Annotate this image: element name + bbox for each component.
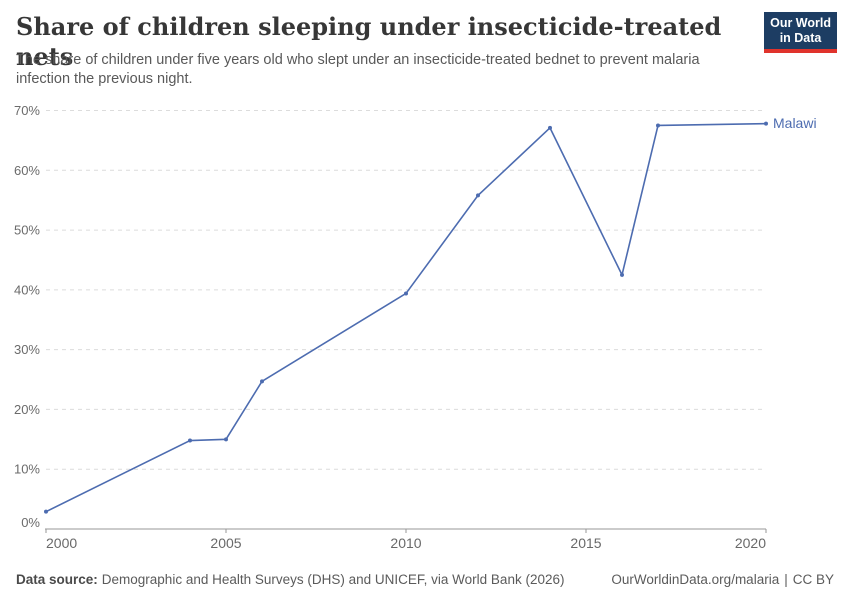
owid-url: OurWorldinData.org/malaria — [611, 572, 780, 587]
license-label: CC BY — [792, 572, 834, 587]
data-source: Data source: Demographic and Health Surve… — [16, 572, 564, 587]
chart-title: Share of children sleeping under insecti… — [16, 12, 722, 71]
x-tick-label: 2000 — [46, 535, 77, 551]
chart-footer: Data source: Demographic and Health Surve… — [16, 572, 834, 587]
data-point — [188, 438, 192, 443]
y-tick-label: 30% — [14, 342, 40, 357]
y-tick-label: 70% — [14, 103, 40, 118]
x-tick-label: 2015 — [570, 535, 601, 551]
data-point — [548, 125, 552, 130]
data-point — [44, 509, 48, 514]
data-point — [404, 291, 408, 296]
y-tick-label: 60% — [14, 163, 40, 178]
x-tick-label: 2005 — [210, 535, 241, 551]
data-point — [656, 123, 660, 128]
series-label-malawi: Malawi — [773, 115, 817, 131]
data-point — [260, 379, 264, 384]
y-tick-label: 20% — [14, 402, 40, 417]
data-point — [620, 272, 624, 277]
data-source-label: Data source: — [16, 572, 98, 587]
x-tick-label: 2010 — [390, 535, 421, 551]
data-point — [764, 121, 768, 126]
y-tick-label: 50% — [14, 223, 40, 238]
data-source-text: Demographic and Health Surveys (DHS) and… — [101, 572, 565, 587]
y-tick-label: 40% — [14, 282, 40, 297]
chart-subtitle: The share of children under five years o… — [16, 52, 700, 87]
data-point — [476, 193, 480, 198]
owid-logo: Our World in Data — [764, 12, 837, 53]
footer-separator: | — [784, 572, 788, 587]
data-point — [224, 437, 228, 442]
y-tick-label: 0% — [21, 515, 40, 530]
y-tick-label: 10% — [14, 462, 40, 477]
owid-logo-line1: Our World — [770, 16, 831, 30]
x-tick-label: 2020 — [735, 535, 766, 551]
owid-logo-line2: in Data — [779, 31, 822, 45]
footer-credit: OurWorldinData.org/malaria | CC BY — [611, 572, 834, 587]
data-line — [45, 122, 767, 513]
